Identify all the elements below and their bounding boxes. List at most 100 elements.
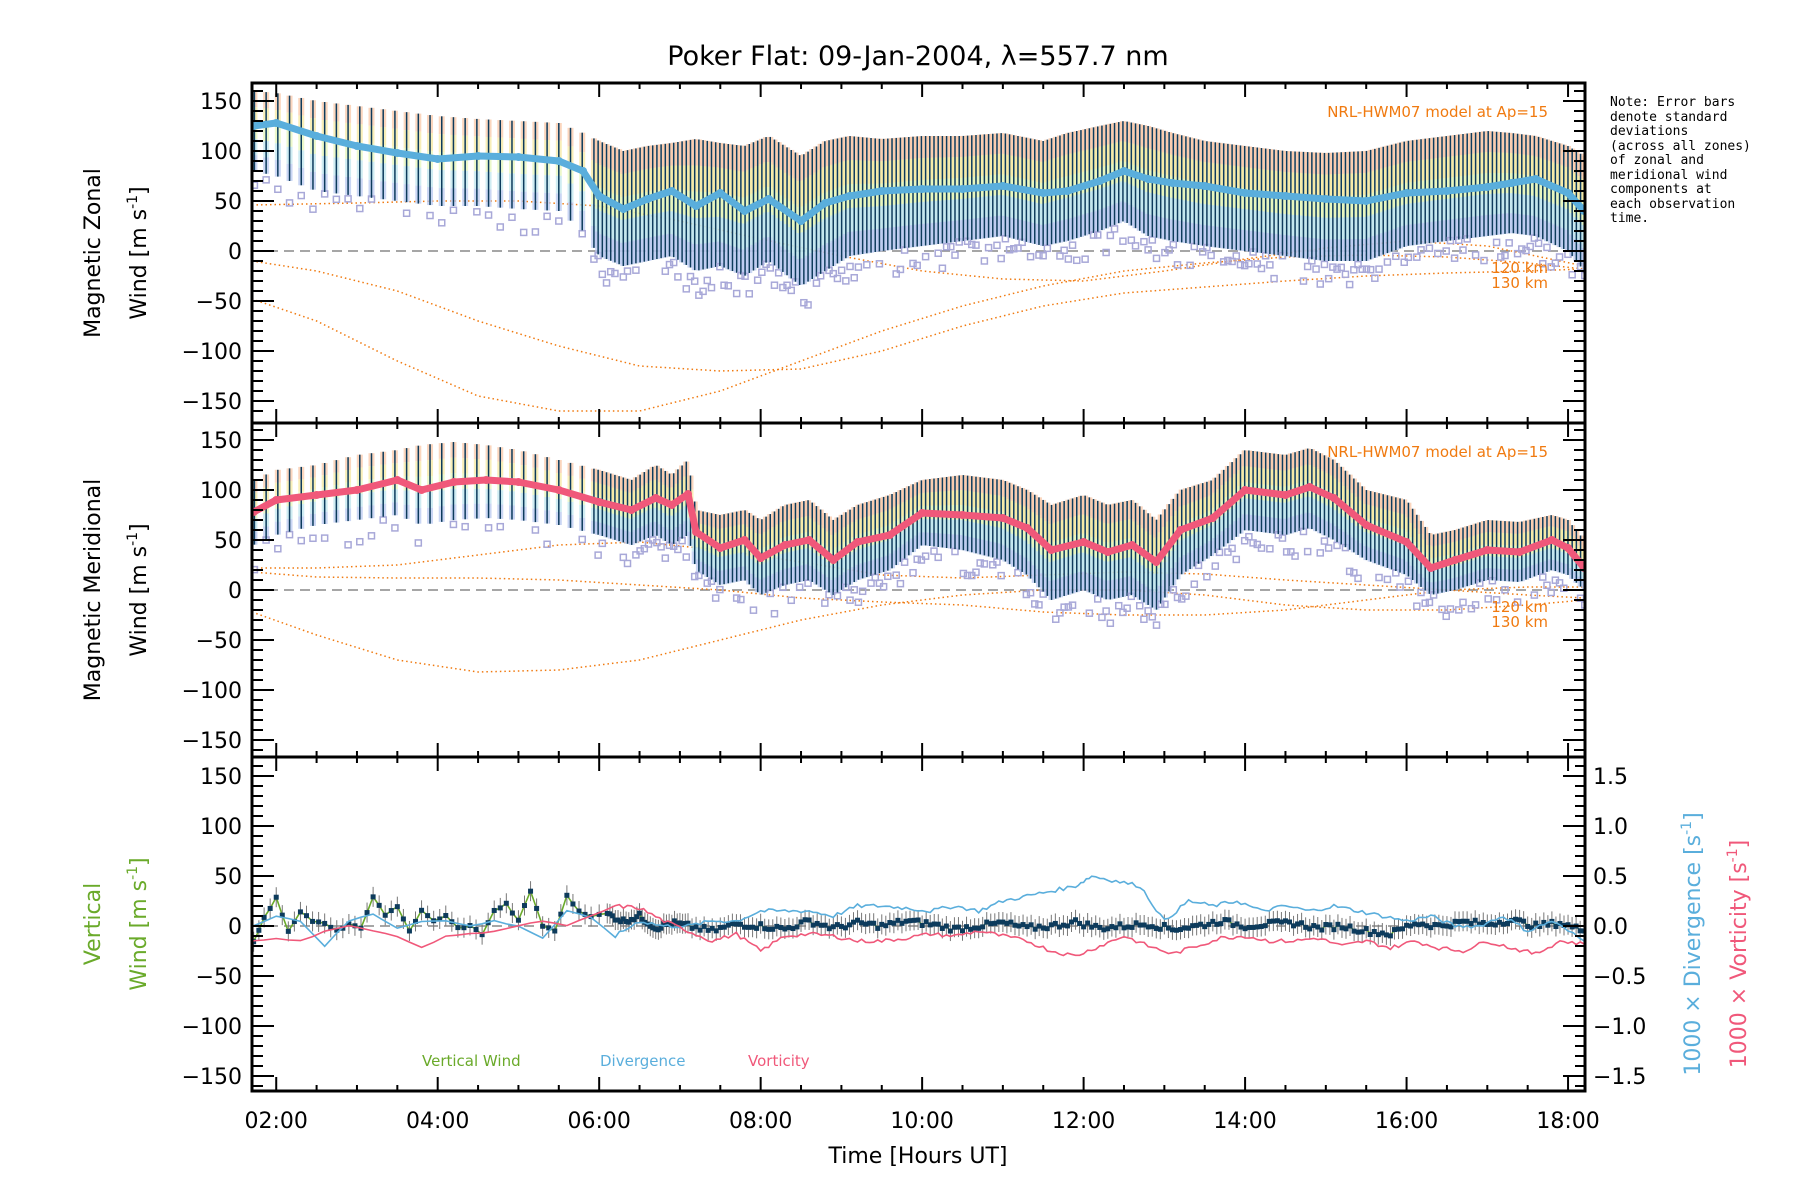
vertical-wind-point — [1448, 924, 1454, 930]
vertical-wind-point — [887, 920, 893, 926]
mean-point — [627, 506, 636, 514]
vertical-wind-point — [1190, 923, 1196, 929]
mean-point — [877, 187, 886, 195]
vertical-wind-point — [666, 921, 672, 927]
vertical-wind-point — [943, 923, 949, 929]
outlier-marker — [682, 285, 691, 293]
vertical-wind-point — [1214, 921, 1220, 927]
vertical-wind-point — [988, 921, 994, 927]
mean-point — [1442, 187, 1451, 195]
vertical-wind-point — [1097, 924, 1103, 930]
vertical-wind-point — [1517, 917, 1523, 923]
outlier-marker — [930, 547, 938, 555]
vertical-wind-point — [406, 928, 412, 934]
outlier-marker — [850, 586, 858, 594]
vertical-wind-point — [879, 921, 885, 927]
outlier-marker — [770, 281, 779, 289]
outlier-marker — [829, 269, 837, 278]
right-tick-label: −1.0 — [1593, 1015, 1646, 1040]
vertical-wind-point — [661, 920, 667, 926]
vertical-wind-point — [895, 917, 901, 923]
mean-point — [829, 556, 838, 564]
outlier-marker — [917, 556, 926, 564]
vertical-wind-point — [1367, 931, 1373, 937]
outlier-marker — [854, 263, 863, 271]
vertical-wind-point — [923, 919, 929, 925]
outlier-marker — [707, 283, 716, 292]
mean-point — [1047, 546, 1056, 554]
vertical-wind-point — [709, 925, 715, 931]
vertical-wind-point — [1016, 923, 1022, 929]
outlier-marker — [690, 572, 699, 581]
vertical-wind-point — [261, 914, 267, 920]
outlier-marker — [1320, 537, 1329, 545]
right-tick-label: −0.5 — [1593, 965, 1646, 990]
vertical-wind-point — [1250, 924, 1256, 930]
vertical-wind-point — [425, 913, 431, 919]
vertical-wind-point — [1432, 921, 1438, 927]
outlier-marker — [1341, 270, 1350, 279]
outlier-marker — [623, 559, 632, 568]
outlier-marker — [1081, 255, 1089, 263]
outlier-marker — [1547, 588, 1555, 597]
y-tick-label: 50 — [214, 529, 242, 554]
mean-point — [918, 185, 927, 193]
vertical-wind-point — [419, 907, 425, 913]
vertical-wind-point — [1492, 922, 1498, 928]
mean-point — [1039, 189, 1048, 197]
outlier-marker — [837, 266, 846, 275]
outlier-marker — [632, 551, 640, 559]
mean-point — [1023, 524, 1032, 532]
vertical-wind-point — [1319, 927, 1325, 933]
vertical-wind-point — [1081, 924, 1087, 930]
outlier-marker — [1316, 280, 1325, 288]
vertical-wind-point — [1133, 920, 1139, 926]
outlier-marker — [1240, 261, 1249, 270]
vertical-wind-point — [846, 922, 852, 928]
mean-point — [1168, 179, 1177, 187]
vertical-wind-point — [931, 921, 937, 927]
vertical-wind-point — [806, 917, 812, 923]
mean-point — [1483, 546, 1492, 554]
outlier-marker — [1505, 239, 1513, 247]
vertical-wind-point — [1040, 925, 1046, 931]
mean-point — [958, 185, 967, 193]
outlier-marker — [1312, 265, 1320, 273]
mean-point — [683, 490, 692, 498]
vertical-wind-point — [328, 924, 334, 930]
outlier-marker — [1501, 586, 1509, 594]
vertical-wind-point — [674, 920, 680, 926]
outlier-marker — [1324, 274, 1333, 283]
outlier-marker — [976, 559, 984, 567]
vertical-wind-point — [891, 920, 897, 926]
vertical-wind-point — [497, 905, 503, 911]
outlier-marker — [1144, 246, 1152, 254]
mean-point — [272, 496, 281, 504]
outlier-marker — [657, 543, 665, 551]
outlier-marker — [1026, 252, 1035, 261]
outlier-marker — [1518, 245, 1526, 253]
outlier-marker — [1471, 601, 1480, 609]
outlier-marker — [1282, 548, 1291, 556]
vertical-wind-point — [267, 905, 273, 911]
vertical-wind-point — [818, 922, 824, 928]
outlier-marker — [1358, 265, 1366, 273]
outlier-marker — [1173, 593, 1182, 602]
outlier-marker — [461, 522, 469, 531]
vertical-wind-point — [615, 917, 621, 923]
outlier-marker — [1190, 580, 1199, 588]
vertical-wind-point — [996, 919, 1002, 925]
vertical-wind-point — [1182, 925, 1188, 931]
outlier-marker — [1492, 596, 1501, 604]
outlier-marker — [669, 258, 678, 267]
vertical-wind-point — [863, 921, 869, 927]
mean-point — [312, 491, 321, 499]
vertical-wind-point — [1105, 926, 1111, 932]
mean-point — [958, 511, 967, 519]
mean-point — [619, 205, 628, 213]
outlier-marker — [1459, 246, 1467, 254]
outlier-marker — [356, 204, 364, 213]
outlier-marker — [766, 264, 775, 272]
vertical-wind-point — [1351, 928, 1357, 934]
vertical-wind-point — [1476, 921, 1482, 927]
